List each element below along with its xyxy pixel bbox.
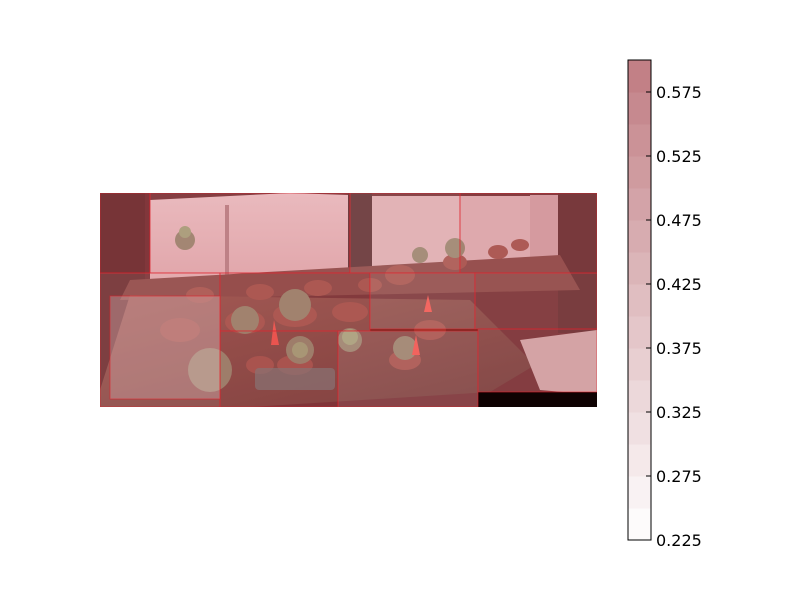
heatmap-tile <box>219 330 339 407</box>
colorbar-band <box>628 220 651 253</box>
colorbar-tick-label: 0.525 <box>656 147 702 166</box>
colorbar-band <box>628 476 651 509</box>
heatmap-tile <box>459 193 597 274</box>
heatmap-tile <box>477 328 597 393</box>
heatmap-tile <box>369 272 476 330</box>
colorbar-band <box>628 92 651 125</box>
colorbar-band <box>628 124 651 157</box>
colorbar-band <box>628 348 651 381</box>
heatmap-tile <box>100 193 151 274</box>
colorbar-frame <box>627 59 652 541</box>
colorbar-ticks: 0.225 0.275 0.325 0.375 0.425 0.475 0.525 0.575 <box>646 83 702 550</box>
colorbar-tick-label: 0.425 <box>656 275 702 294</box>
colorbar-tick-label: 0.575 <box>656 83 702 102</box>
heatmap-tile <box>337 330 479 407</box>
colorbar-band <box>628 316 651 349</box>
colorbar-bands <box>628 60 651 541</box>
colorbar-band <box>628 188 651 221</box>
colorbar-band <box>628 380 651 413</box>
colorbar-band <box>628 284 651 317</box>
colorbar-tick-label: 0.225 <box>656 531 702 550</box>
heatmap-tile <box>474 272 597 330</box>
colorbar-band <box>628 60 651 93</box>
colorbar-band <box>628 412 651 445</box>
background-photo <box>100 193 597 407</box>
heatmap-overlay <box>100 193 597 407</box>
colorbar-band <box>628 444 651 477</box>
colorbar-tick-label: 0.375 <box>656 339 702 358</box>
colorbar-band <box>628 252 651 285</box>
colorbar-tick-label: 0.275 <box>656 467 702 486</box>
colorbar-band <box>628 508 651 541</box>
heatmap-tile <box>149 193 351 274</box>
heatmap-tile <box>349 193 461 274</box>
colorbar: 0.225 0.275 0.325 0.375 0.425 0.475 0.525 0.575 <box>627 59 702 550</box>
colorbar-tick-label: 0.325 <box>656 403 702 422</box>
colorbar-band <box>628 156 651 189</box>
heatmap-tile <box>109 295 221 400</box>
heatmap-tile <box>219 272 371 332</box>
colorbar-tick-label: 0.475 <box>656 211 702 230</box>
heatmap-tile <box>100 272 221 407</box>
